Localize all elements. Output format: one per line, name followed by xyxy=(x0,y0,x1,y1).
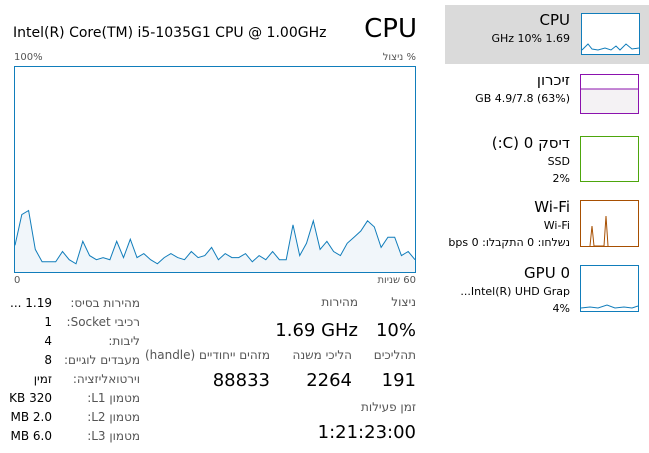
cpu-thumbnail-line xyxy=(581,43,640,51)
wifi-thumbnail xyxy=(580,200,639,247)
stat-label: מזהים ייחודיים (handle) xyxy=(144,348,270,362)
detail-label: מעבדים לוגיים: xyxy=(63,353,140,367)
sidebar-title: דיסק 0 (C:) xyxy=(491,134,570,152)
detail-label: מטמון L1: xyxy=(87,391,140,405)
stat-value: 88833 xyxy=(212,370,270,391)
sidebar-detail: SSD xyxy=(547,155,570,168)
sidebar-detail: 1.69 GHz 10% xyxy=(491,32,570,45)
stat-value: 10% xyxy=(375,320,416,341)
detail-label: וירטואליזציה: xyxy=(72,372,140,386)
page-title: CPU xyxy=(364,14,417,44)
wifi-thumbnail-line xyxy=(589,215,609,247)
sidebar-title: Wi-Fi xyxy=(534,198,570,216)
graph-y-max: 100% xyxy=(14,52,43,63)
detail-label: ליבות: xyxy=(108,334,140,348)
cpu-graph-frame xyxy=(14,66,416,273)
stat-label: הליכי משנה xyxy=(292,348,352,362)
detail-value: 320 KB xyxy=(9,391,52,405)
cpu-line xyxy=(14,209,416,265)
detail-value: 4 xyxy=(44,334,52,348)
detail-value: 8 xyxy=(44,353,52,367)
sidebar-detail: Intel(R) UHD Grap... xyxy=(460,285,570,298)
sidebar-detail: (63%) 4.9/7.8 GB xyxy=(475,92,570,105)
sidebar-detail: 2% xyxy=(552,172,570,185)
stat-label: ניצול xyxy=(391,295,416,309)
graph-y-label: % ניצול xyxy=(382,52,416,63)
detail-value: זמין xyxy=(33,372,52,386)
gpu-thumbnail xyxy=(580,265,639,312)
stat-label: מהירות xyxy=(321,295,358,309)
stat-label: זמן פעילות xyxy=(360,400,416,414)
stat-value: 2264 xyxy=(306,370,352,391)
processor-name: Intel(R) Core(TM) i5-1035G1 CPU @ 1.00GH… xyxy=(13,25,327,41)
gpu-thumbnail-line xyxy=(580,304,639,309)
sidebar-title: CPU xyxy=(539,11,571,29)
detail-value: 2.0 MB xyxy=(10,410,52,424)
sidebar-detail: Wi-Fi xyxy=(543,219,570,232)
detail-label: מהירות בסיס: xyxy=(70,296,140,310)
stat-label: תהליכים xyxy=(373,348,416,362)
sidebar-detail: 4% xyxy=(552,302,570,315)
detail-value: 1.19 ... xyxy=(10,296,52,310)
cpu-area xyxy=(15,210,415,272)
graph-y-min: 0 xyxy=(14,275,21,286)
graph-x-label: 60 שניות xyxy=(377,275,416,286)
detail-label: מטמון L2: xyxy=(87,410,140,424)
sidebar-title: זיכרון xyxy=(536,71,570,89)
memory-thumbnail-fill xyxy=(581,89,638,113)
detail-value: 1 xyxy=(44,315,52,329)
detail-label: מטמון L3: xyxy=(87,429,140,443)
sidebar-detail: נשלחו: 0 התקבלו: 0 bps xyxy=(448,236,570,249)
detail-value: 6.0 MB xyxy=(10,429,52,443)
stat-value: 191 xyxy=(381,370,416,391)
sidebar-title: GPU 0 xyxy=(524,264,570,282)
detail-label: רכיבי Socket: xyxy=(66,315,140,329)
disk-thumbnail xyxy=(580,136,639,182)
stat-value: 1.69 GHz xyxy=(275,320,358,341)
stat-value: 1:21:23:00 xyxy=(317,422,416,443)
